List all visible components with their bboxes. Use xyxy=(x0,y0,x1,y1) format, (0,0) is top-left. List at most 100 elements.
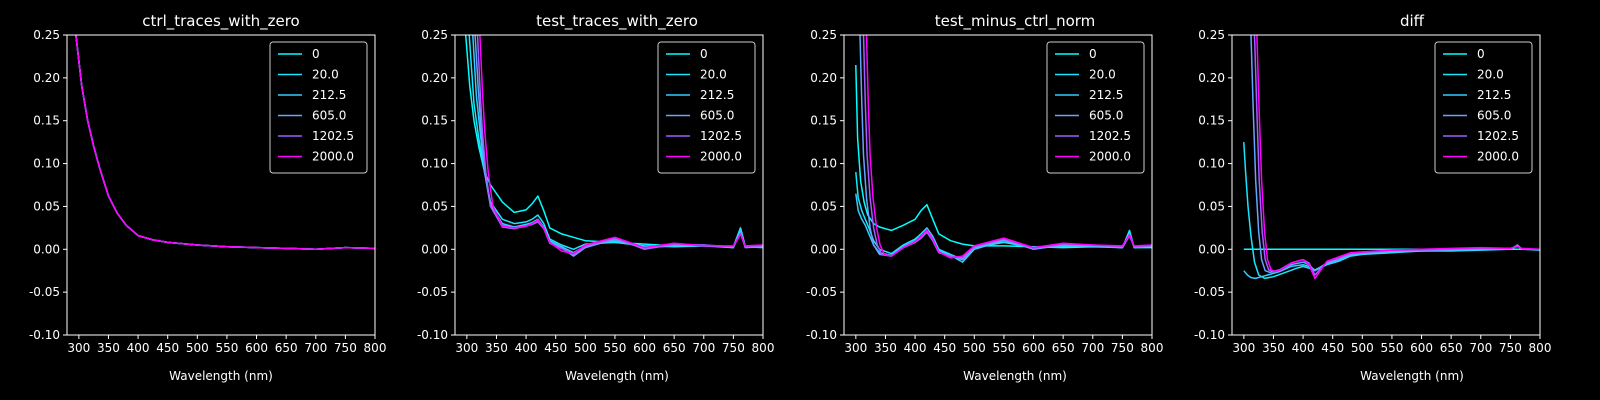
legend-label: 1202.5 xyxy=(700,129,742,143)
y-tick-label: 0.20 xyxy=(33,71,60,85)
y-tick-label: 0.00 xyxy=(421,242,448,256)
x-tick-label: 300 xyxy=(1232,341,1255,355)
x-tick-label: 450 xyxy=(933,341,956,355)
chart-title: ctrl_traces_with_zero xyxy=(142,12,299,31)
plot-area: 300 350 400 450 500 550 600 650 700 750 800 -0.10 -0… xyxy=(29,28,387,355)
axes-frame xyxy=(1231,34,1541,336)
y-tick-label: 0.00 xyxy=(1198,242,1225,256)
y-tick-label: -0.05 xyxy=(806,285,837,299)
x-tick-label: 500 xyxy=(963,341,986,355)
y-tick-label: 0.00 xyxy=(810,242,837,256)
series-line-2000-0 xyxy=(479,35,763,255)
chart-title: test_minus_ctrl_norm xyxy=(935,12,1096,31)
x-tick-label: 750 xyxy=(334,341,357,355)
x-tick-label: 600 xyxy=(1410,341,1433,355)
x-tick-label: 750 xyxy=(1111,341,1134,355)
legend-label: 2000.0 xyxy=(1477,150,1519,164)
x-tick-label: 500 xyxy=(574,341,597,355)
x-tick-label: 650 xyxy=(1052,341,1075,355)
x-tick-label: 700 xyxy=(1081,341,1104,355)
plot-area: 300 350 400 450 500 550 600 650 700 750 800 -0.10 -0… xyxy=(417,28,775,355)
y-tick-label: -0.10 xyxy=(1194,328,1225,342)
x-tick-label: 550 xyxy=(992,341,1015,355)
axes-frame xyxy=(843,34,1153,336)
y-tick-label: -0.05 xyxy=(1194,285,1225,299)
x-tick-label: 800 xyxy=(1141,341,1164,355)
y-tick-label: 0.25 xyxy=(810,28,837,42)
axes-frame xyxy=(66,34,376,336)
y-tick-label: 0.25 xyxy=(1198,28,1225,42)
x-tick-label: 800 xyxy=(752,341,775,355)
x-tick-label: 650 xyxy=(663,341,686,355)
legend-label: 0 xyxy=(1089,47,1097,61)
y-tick-label: -0.05 xyxy=(29,285,60,299)
legend-label: 0 xyxy=(312,47,320,61)
x-tick-label: 550 xyxy=(1380,341,1403,355)
series-lines xyxy=(1243,35,1540,280)
x-tick-label: 350 xyxy=(1262,341,1285,355)
legend-label: 605.0 xyxy=(1089,109,1123,123)
y-tick-label: 0.15 xyxy=(33,114,60,128)
x-axis-label: Wavelength (nm) xyxy=(169,369,273,383)
chart-title: diff xyxy=(1400,12,1425,30)
x-tick-label: 750 xyxy=(722,341,745,355)
panel-test-minus-ctrl: test_minus_ctrl_norm Wavelength (nm) 300… xyxy=(806,12,1164,383)
x-tick-label: 750 xyxy=(1499,341,1522,355)
series-lines xyxy=(464,35,763,257)
legend-label: 605.0 xyxy=(1477,109,1511,123)
legend-label: 0 xyxy=(1477,47,1485,61)
x-tick-label: 600 xyxy=(633,341,656,355)
legend-label: 1202.5 xyxy=(1089,129,1131,143)
x-tick-label: 400 xyxy=(515,341,538,355)
x-axis-label: Wavelength (nm) xyxy=(963,369,1067,383)
x-tick-label: 350 xyxy=(874,341,897,355)
legend-label: 212.5 xyxy=(700,88,734,102)
series-lines xyxy=(75,35,375,251)
x-tick-label: 400 xyxy=(904,341,927,355)
legend-label: 20.0 xyxy=(700,68,727,82)
x-tick-label: 350 xyxy=(485,341,508,355)
legend: 0 20.0 212.5 605.0 1202.5 2000.0 xyxy=(657,41,756,174)
legend-label: 2000.0 xyxy=(312,150,354,164)
y-tick-label: 0.05 xyxy=(810,199,837,213)
legend-label: 20.0 xyxy=(1089,68,1116,82)
y-tick-label: 0.10 xyxy=(1198,157,1225,171)
legend-label: 212.5 xyxy=(312,88,346,102)
legend-label: 2000.0 xyxy=(1089,150,1131,164)
legend-label: 605.0 xyxy=(700,109,734,123)
y-tick-label: 0.15 xyxy=(810,114,837,128)
y-tick-label: -0.10 xyxy=(806,328,837,342)
y-tick-label: 0.10 xyxy=(810,157,837,171)
x-axis-label: Wavelength (nm) xyxy=(565,369,669,383)
x-tick-label: 600 xyxy=(245,341,268,355)
x-tick-label: 350 xyxy=(97,341,120,355)
plot-area: 300 350 400 450 500 550 600 650 700 750 800 -0.10 -0… xyxy=(806,28,1164,355)
series-line-2000-0 xyxy=(75,35,375,251)
y-tick-label: 0.25 xyxy=(421,28,448,42)
legend-label: 20.0 xyxy=(312,68,339,82)
x-tick-label: 550 xyxy=(603,341,626,355)
y-tick-label: -0.10 xyxy=(29,328,60,342)
y-tick-label: 0.05 xyxy=(1198,199,1225,213)
y-tick-label: 0.20 xyxy=(1198,71,1225,85)
series-line-2000-0 xyxy=(1256,35,1540,280)
x-tick-label: 800 xyxy=(1529,341,1552,355)
y-tick-label: 0.15 xyxy=(421,114,448,128)
x-tick-label: 500 xyxy=(186,341,209,355)
x-tick-label: 700 xyxy=(692,341,715,355)
y-tick-label: 0.20 xyxy=(421,71,448,85)
y-tick-label: 0.00 xyxy=(33,242,60,256)
legend-label: 212.5 xyxy=(1477,88,1511,102)
x-tick-label: 650 xyxy=(1440,341,1463,355)
legend-label: 20.0 xyxy=(1477,68,1504,82)
y-tick-label: -0.05 xyxy=(417,285,448,299)
y-tick-label: 0.10 xyxy=(33,157,60,171)
legend: 0 20.0 212.5 605.0 1202.5 2000.0 xyxy=(1434,41,1533,174)
x-tick-label: 800 xyxy=(364,341,387,355)
x-tick-label: 400 xyxy=(1292,341,1315,355)
x-tick-label: 300 xyxy=(455,341,478,355)
legend-label: 1202.5 xyxy=(312,129,354,143)
y-tick-label: 0.10 xyxy=(421,157,448,171)
